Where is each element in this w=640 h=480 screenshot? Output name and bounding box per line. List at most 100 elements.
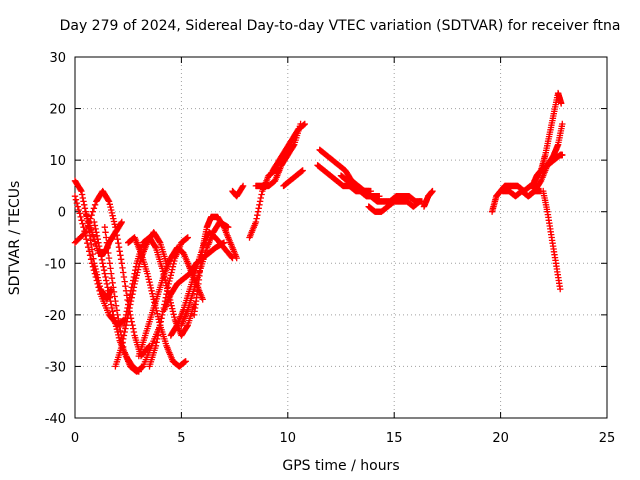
data-point — [127, 287, 135, 294]
data-point — [85, 244, 92, 251]
data-point — [122, 311, 130, 319]
data-point — [164, 284, 172, 291]
data-point — [120, 273, 128, 281]
y-axis-title: SDTVAR / TECUs — [7, 181, 23, 296]
data-point — [146, 279, 153, 286]
data-point — [154, 310, 161, 317]
data-point — [110, 215, 117, 222]
series-arc-19 — [269, 120, 308, 174]
data-point — [109, 308, 116, 315]
data-point — [80, 198, 87, 205]
data-point — [83, 225, 90, 233]
data-point — [96, 287, 103, 294]
data-point — [79, 194, 86, 202]
data-point — [152, 243, 159, 250]
data-point — [199, 296, 206, 303]
data-point — [81, 230, 88, 237]
data-point — [165, 280, 172, 288]
data-point — [83, 236, 90, 243]
data-point — [256, 201, 263, 208]
data-point — [78, 217, 85, 224]
data-point — [98, 253, 105, 260]
data-point — [122, 283, 129, 290]
data-point — [129, 280, 136, 288]
data-point — [122, 315, 129, 322]
data-point — [74, 203, 81, 210]
data-point — [101, 270, 108, 277]
data-point — [257, 194, 264, 202]
data-point — [91, 270, 99, 277]
data-point — [91, 201, 99, 208]
data-point — [170, 311, 177, 318]
data-point — [108, 301, 115, 308]
series-arc-26 — [420, 187, 436, 210]
x-tick-label: 15 — [386, 431, 403, 446]
data-point — [71, 193, 79, 200]
data-point — [102, 229, 109, 236]
chart-title: Day 279 of 2024, Sidereal Day-to-day VTE… — [60, 18, 621, 34]
data-point — [114, 236, 121, 243]
y-tick-label: 20 — [49, 103, 66, 118]
data-point — [120, 332, 128, 339]
data-point — [131, 270, 138, 277]
data-point — [94, 280, 101, 288]
data-point — [97, 249, 104, 257]
data-point — [105, 291, 113, 298]
data-point — [171, 313, 178, 321]
data-point — [72, 196, 80, 203]
y-tick-label: -40 — [45, 412, 66, 427]
data-point — [147, 281, 154, 289]
data-point — [111, 293, 118, 300]
data-point — [108, 275, 116, 282]
data-point — [169, 266, 176, 273]
data-point — [89, 263, 97, 270]
data-point — [258, 191, 265, 198]
data-point — [115, 315, 122, 323]
data-point — [111, 317, 118, 324]
data-point — [110, 288, 118, 296]
data-point — [120, 335, 127, 343]
data-point — [169, 305, 176, 312]
series-arc-18 — [252, 120, 304, 190]
data-point — [76, 210, 83, 217]
data-point — [239, 183, 246, 191]
series-arc-16 — [229, 182, 247, 200]
data-point — [182, 358, 189, 365]
data-point — [73, 199, 81, 207]
data-point — [171, 257, 178, 265]
data-point — [152, 342, 160, 349]
data-point — [156, 322, 164, 329]
data-point — [129, 322, 136, 329]
y-tick-label: -10 — [45, 257, 66, 272]
data-point — [169, 308, 177, 315]
data-point — [126, 294, 133, 301]
data-point — [429, 187, 436, 195]
data-point — [155, 328, 162, 336]
data-point — [105, 197, 112, 204]
data-point — [159, 311, 166, 319]
data-point — [92, 225, 99, 233]
data-point — [112, 297, 119, 305]
data-point — [105, 198, 113, 205]
data-point — [148, 287, 155, 294]
data-point — [104, 244, 111, 251]
data-point — [154, 332, 162, 339]
y-tick-label: -30 — [45, 360, 66, 375]
data-point — [119, 339, 126, 346]
data-point — [166, 277, 173, 285]
data-point — [558, 100, 565, 107]
data-point — [158, 315, 165, 322]
data-point — [100, 263, 107, 270]
data-point — [114, 328, 121, 336]
data-point — [168, 269, 175, 276]
data-point — [112, 302, 120, 309]
data-point — [167, 272, 174, 279]
data-point — [123, 308, 130, 315]
data-point — [301, 120, 308, 128]
data-point — [82, 229, 89, 236]
data-point — [120, 322, 128, 329]
data-point — [77, 213, 84, 221]
data-point — [253, 215, 260, 222]
data-point — [96, 246, 103, 253]
data-point — [108, 304, 116, 312]
